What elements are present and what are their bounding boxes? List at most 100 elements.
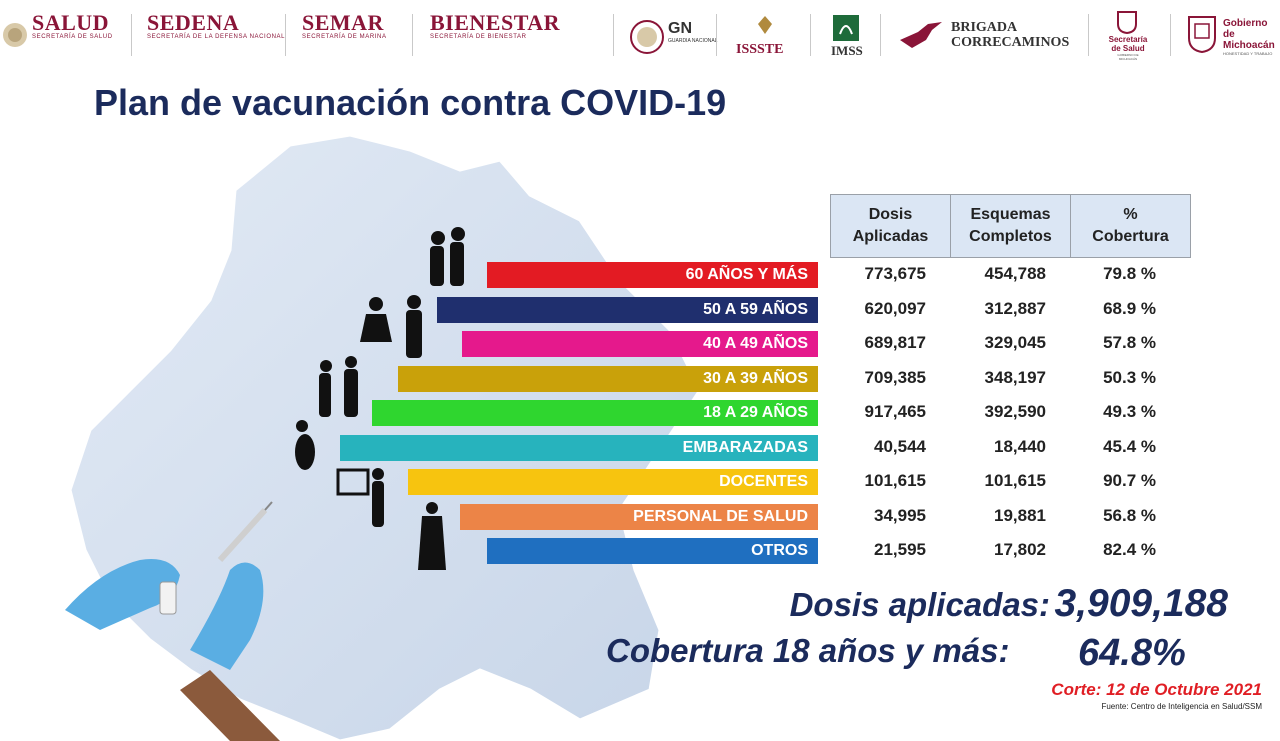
- header-esquemas-completos: Esquemas Completos: [951, 195, 1071, 257]
- header-esquemas-line2: Completos: [969, 228, 1052, 245]
- table-cell-dosis: 21,595: [874, 540, 926, 559]
- logo-imss: IMSS: [831, 42, 863, 60]
- coat-of-arms-icon: [3, 23, 27, 47]
- logo-gn-name: GN: [668, 20, 692, 37]
- table-cell-dosis: 773,675: [864, 264, 926, 283]
- logo-ssm-line1: Secretaría: [1108, 35, 1148, 44]
- logo-gn-sub: GUARDIA NACIONAL: [668, 38, 718, 44]
- header-dosis-line1: Dosis: [868, 206, 913, 223]
- logo-gobierno-line1: Gobierno de: [1223, 18, 1268, 40]
- fuente-source: Fuente: Centro de Inteligencia en Salud/…: [1101, 702, 1262, 711]
- logo-semar-name: SEMAR: [302, 10, 384, 35]
- table-cell-esquemas: 348,197: [984, 368, 1046, 387]
- imss-emblem-icon: [833, 15, 859, 41]
- table-cell-cobertura: 79.8 %: [1103, 264, 1156, 283]
- cobertura-label: Cobertura 18 años y más:: [606, 632, 1010, 669]
- logo-gobierno-line2: Michoacán: [1223, 40, 1275, 51]
- separator: [613, 14, 614, 56]
- table-cell-dosis: 40,544: [874, 437, 926, 456]
- logo-salud-name: SALUD: [32, 10, 110, 35]
- cobertura-value: 64.8%: [1078, 632, 1186, 674]
- table-cell-cobertura: 50.3 %: [1103, 368, 1156, 387]
- table-cell-dosis: 917,465: [864, 402, 926, 421]
- table-cell-dosis: 689,817: [864, 333, 926, 352]
- logo-bienestar-name: BIENESTAR: [430, 10, 561, 35]
- corte-date: Corte: 12 de Octubre 2021: [1051, 680, 1262, 699]
- table-cell-esquemas: 392,590: [984, 402, 1046, 421]
- logo-bienestar: BIENESTAR SECRETARÍA DE BIENESTAR: [430, 10, 561, 41]
- logo-semar-sub: SECRETARÍA DE MARINA: [302, 34, 387, 40]
- logo-bienestar-sub: SECRETARÍA DE BIENESTAR: [430, 34, 527, 40]
- logo-salud-sub: SECRETARÍA DE SALUD: [32, 34, 113, 40]
- separator: [285, 14, 286, 56]
- logo-gn: GN GUARDIA NACIONAL: [668, 20, 717, 44]
- category-bar: 50 A 59 AÑOS: [437, 297, 818, 323]
- logo-sedena-name: SEDENA: [147, 10, 240, 35]
- logo-ssm-line2: de Salud: [1111, 44, 1145, 53]
- category-bar: 60 AÑOS Y MÁS: [487, 262, 818, 288]
- header-cobertura-line1: %: [1123, 206, 1138, 223]
- logo-gobierno: Gobierno de Michoacán HONESTIDAD Y TRABA…: [1223, 18, 1280, 56]
- table-cell-cobertura: 68.9 %: [1103, 299, 1156, 318]
- logo-brigada-line1: BRIGADA: [951, 20, 1018, 35]
- logo-salud: SALUD SECRETARÍA DE SALUD: [32, 10, 113, 41]
- table-cell-esquemas: 101,615: [984, 471, 1046, 490]
- category-bar: 30 A 39 AÑOS: [398, 366, 818, 392]
- dosis-aplicadas-label: Dosis aplicadas:: [789, 586, 1051, 623]
- roadrunner-icon: [900, 22, 942, 48]
- header-dosis-aplicadas: Dosis Aplicadas: [831, 195, 951, 257]
- table-cell-dosis: 709,385: [864, 368, 926, 387]
- table-cell-cobertura: 56.8 %: [1103, 506, 1156, 525]
- table-cell-esquemas: 19,881: [994, 506, 1046, 525]
- logo-sedena-sub: SECRETARÍA DE LA DEFENSA NACIONAL: [147, 34, 286, 40]
- logo-brigada-line2: CORRECAMINOS: [951, 35, 1070, 50]
- logo-brigada: BRIGADA CORRECAMINOS: [951, 20, 1069, 50]
- separator: [1088, 14, 1089, 56]
- dosis-aplicadas-value: 3,909,188: [1054, 582, 1228, 625]
- header-cobertura-line2: Cobertura: [1092, 228, 1169, 245]
- category-bar: PERSONAL DE SALUD: [460, 504, 818, 530]
- table-header: Dosis Aplicadas Esquemas Completos % Cobert…: [830, 194, 1191, 258]
- guardia-nacional-emblem-icon: [630, 20, 664, 54]
- header-cobertura: % Cobertura: [1071, 195, 1190, 257]
- table-cell-esquemas: 329,045: [984, 333, 1046, 352]
- separator: [880, 14, 881, 56]
- dosis-aplicadas-summary: Dosis aplicadas: 3,909,188: [790, 582, 1228, 626]
- logo-issste-name: ISSSTE: [736, 42, 784, 57]
- michoacan-coat-icon: [1188, 16, 1216, 54]
- table-cell-dosis: 620,097: [864, 299, 926, 318]
- table-cell-cobertura: 57.8 %: [1103, 333, 1156, 352]
- logo-semar: SEMAR SECRETARÍA DE MARINA: [302, 10, 387, 41]
- people-silhouettes-icon: [295, 227, 465, 570]
- table-cell-esquemas: 17,802: [994, 540, 1046, 559]
- logo-imss-name: IMSS: [831, 43, 863, 58]
- michoacan-shield-icon: [1117, 11, 1137, 34]
- table-cell-esquemas: 312,887: [984, 299, 1046, 318]
- gloved-hands-vaccine-icon: [65, 501, 280, 741]
- table-cell-cobertura: 45.4 %: [1103, 437, 1156, 456]
- page-title: Plan de vacunación contra COVID-19: [94, 82, 727, 123]
- category-bar: EMBARAZADAS: [340, 435, 818, 461]
- header-dosis-line2: Aplicadas: [852, 228, 929, 245]
- separator: [131, 14, 132, 56]
- logo-gobierno-sub: HONESTIDAD Y TRABAJO: [1223, 51, 1273, 56]
- table-cell-esquemas: 454,788: [984, 264, 1046, 283]
- category-bar: DOCENTES: [408, 469, 818, 495]
- separator: [1170, 14, 1171, 56]
- category-bar: 40 A 49 AÑOS: [462, 331, 818, 357]
- category-bar: OTROS: [487, 538, 818, 564]
- table-cell-dosis: 34,995: [874, 506, 926, 525]
- category-bar: 18 A 29 AÑOS: [372, 400, 818, 426]
- logo-sedena: SEDENA SECRETARÍA DE LA DEFENSA NACIONAL: [147, 10, 286, 41]
- issste-emblem-icon: [758, 16, 772, 34]
- logo-ssm: Secretaría de Salud GOBIERNO DE MICHOACÁ…: [1108, 35, 1148, 61]
- logo-issste: ISSSTE: [736, 40, 783, 58]
- separator: [716, 14, 717, 56]
- logo-ssm-sub: GOBIERNO DE MICHOACÁN: [1117, 53, 1139, 61]
- header-logo-bar: SALUD SECRETARÍA DE SALUD SEDENA SECRETA…: [0, 0, 1280, 70]
- table-cell-cobertura: 82.4 %: [1103, 540, 1156, 559]
- header-esquemas-line1: Esquemas: [970, 206, 1051, 223]
- separator: [412, 14, 413, 56]
- table-cell-esquemas: 18,440: [994, 437, 1046, 456]
- table-cell-dosis: 101,615: [864, 471, 926, 490]
